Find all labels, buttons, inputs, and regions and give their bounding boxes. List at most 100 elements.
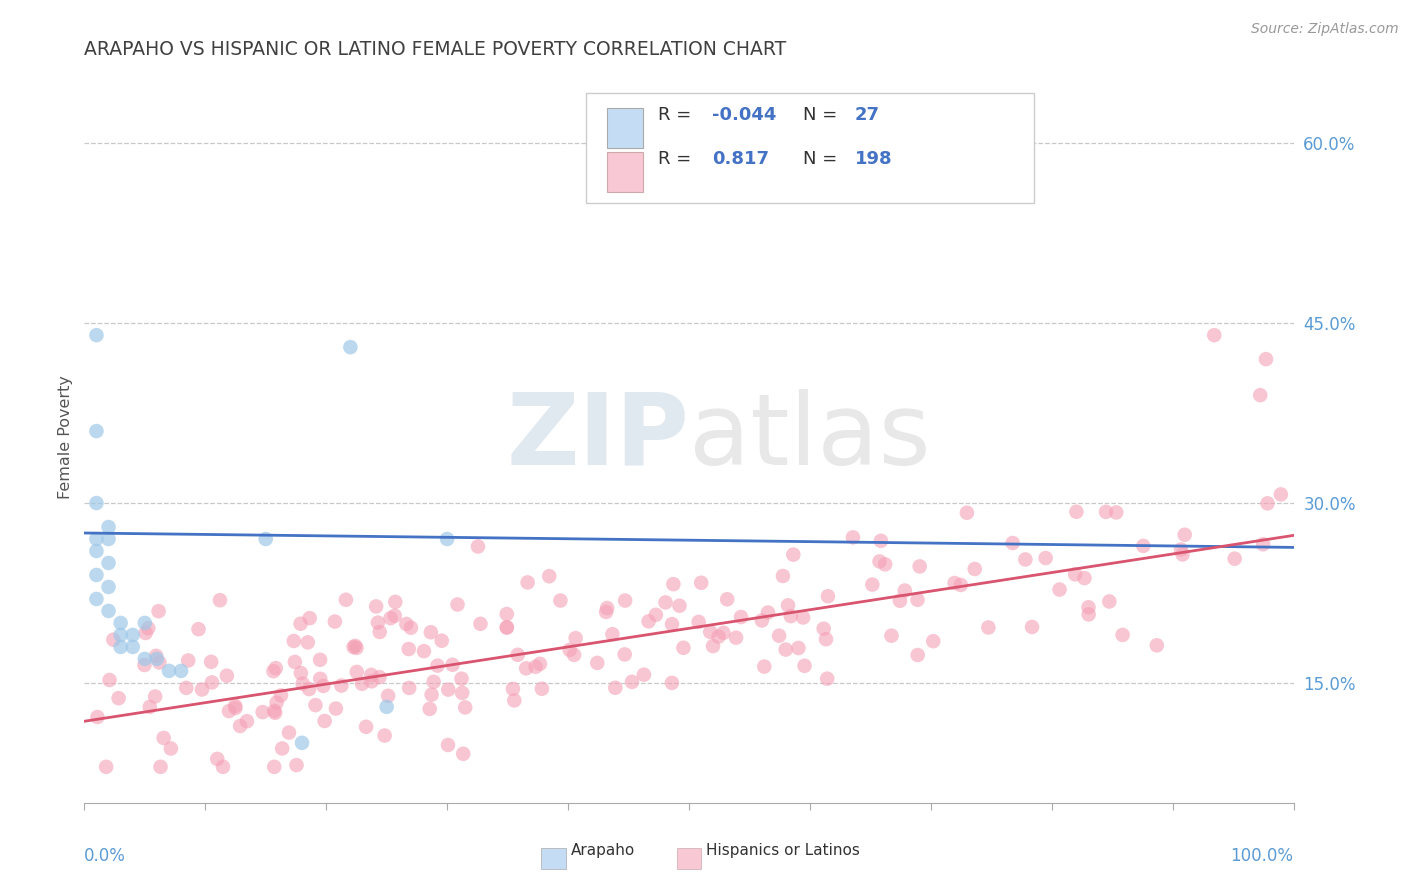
Point — [1001, 536, 1024, 550]
Bar — [541, 848, 565, 869]
Text: ZIP: ZIP — [506, 389, 689, 485]
Point — [121, 640, 143, 654]
Point — [342, 640, 364, 654]
Point — [177, 653, 200, 667]
Point — [516, 575, 538, 590]
Point — [613, 648, 636, 662]
Point — [869, 554, 891, 568]
Point — [1077, 600, 1099, 615]
Point — [298, 682, 321, 697]
Point — [467, 540, 489, 554]
Point — [550, 593, 572, 607]
Point — [134, 615, 156, 630]
Point — [437, 738, 460, 752]
Point — [564, 631, 586, 645]
Point — [377, 689, 399, 703]
Point — [644, 607, 666, 622]
Point — [502, 681, 524, 696]
Point — [291, 736, 314, 750]
Point — [314, 714, 336, 728]
Point — [367, 615, 389, 630]
Point — [1171, 548, 1194, 562]
Point — [441, 657, 464, 672]
Point — [875, 558, 897, 572]
Point — [515, 661, 537, 675]
Point — [380, 611, 402, 625]
Point — [148, 604, 170, 618]
Point — [271, 741, 294, 756]
Point — [86, 568, 108, 582]
Point — [152, 731, 174, 745]
Point — [661, 676, 683, 690]
Point — [787, 640, 810, 655]
Point — [725, 631, 748, 645]
Text: atlas: atlas — [689, 389, 931, 485]
Point — [922, 634, 945, 648]
Point — [420, 688, 443, 702]
Point — [730, 610, 752, 624]
Point — [943, 576, 966, 591]
Point — [1077, 607, 1099, 622]
Point — [139, 699, 162, 714]
Point — [399, 621, 422, 635]
Point — [1095, 505, 1118, 519]
Point — [503, 693, 526, 707]
Text: N =: N = — [803, 106, 842, 124]
Point — [191, 682, 214, 697]
Point — [842, 530, 865, 544]
Point — [149, 760, 172, 774]
Bar — [607, 152, 643, 192]
Text: Arapaho: Arapaho — [571, 843, 634, 858]
Point — [86, 424, 108, 438]
Point — [672, 640, 695, 655]
Point — [263, 704, 285, 718]
Point — [103, 632, 125, 647]
Point — [707, 630, 730, 644]
Point — [454, 700, 477, 714]
Point — [813, 622, 835, 636]
Text: 100.0%: 100.0% — [1230, 847, 1294, 864]
Point — [436, 532, 458, 546]
Point — [97, 580, 120, 594]
Point — [956, 506, 979, 520]
Point — [558, 643, 581, 657]
Point — [201, 675, 224, 690]
Point — [602, 627, 624, 641]
Point — [148, 656, 170, 670]
Point — [413, 644, 436, 658]
Point — [330, 679, 353, 693]
Point — [323, 615, 346, 629]
Text: 27: 27 — [855, 106, 880, 124]
Point — [360, 668, 382, 682]
Point — [97, 556, 120, 570]
Bar — [607, 108, 643, 148]
Point — [817, 589, 839, 603]
Point — [595, 605, 617, 619]
Point — [1223, 551, 1246, 566]
Text: R =: R = — [658, 106, 696, 124]
Point — [779, 609, 801, 624]
Point — [135, 626, 157, 640]
Point — [668, 599, 690, 613]
Point — [793, 658, 815, 673]
Point — [1066, 505, 1088, 519]
Point — [285, 758, 308, 772]
Text: -0.044: -0.044 — [711, 106, 776, 124]
Point — [86, 328, 108, 343]
Text: 0.0%: 0.0% — [84, 847, 127, 864]
Point — [419, 702, 441, 716]
Point — [437, 682, 460, 697]
Point — [200, 655, 222, 669]
Point — [368, 625, 391, 640]
Point — [395, 616, 418, 631]
Point — [450, 672, 472, 686]
Point — [1174, 527, 1197, 541]
FancyBboxPatch shape — [586, 94, 1033, 203]
Point — [229, 719, 252, 733]
Point — [870, 533, 893, 548]
Point — [264, 706, 287, 720]
Point — [398, 681, 420, 695]
Point — [375, 699, 398, 714]
Point — [157, 664, 180, 678]
Y-axis label: Female Poverty: Female Poverty — [58, 376, 73, 499]
